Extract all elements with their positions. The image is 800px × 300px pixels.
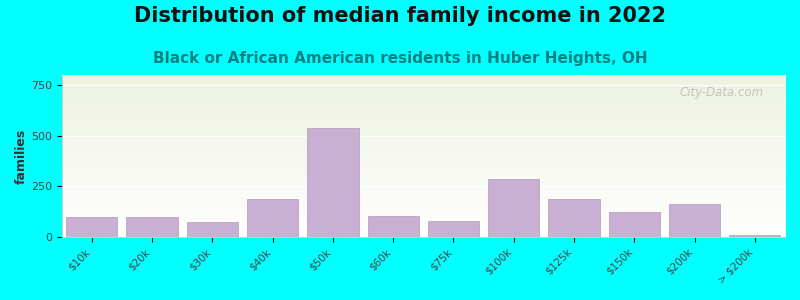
Bar [367, 216, 418, 237]
Bar [428, 220, 479, 237]
Bar [669, 205, 720, 237]
Bar [609, 212, 660, 237]
Y-axis label: families: families [15, 128, 28, 184]
Text: Black or African American residents in Huber Heights, OH: Black or African American residents in H… [153, 51, 647, 66]
Text: City-Data.com: City-Data.com [679, 86, 763, 99]
Bar [488, 179, 539, 237]
Bar [66, 217, 118, 237]
Bar [247, 200, 298, 237]
Bar [730, 235, 781, 237]
Bar [186, 222, 238, 237]
Bar [548, 200, 600, 237]
Bar [126, 217, 178, 237]
Bar [307, 128, 358, 237]
Text: Distribution of median family income in 2022: Distribution of median family income in … [134, 6, 666, 26]
